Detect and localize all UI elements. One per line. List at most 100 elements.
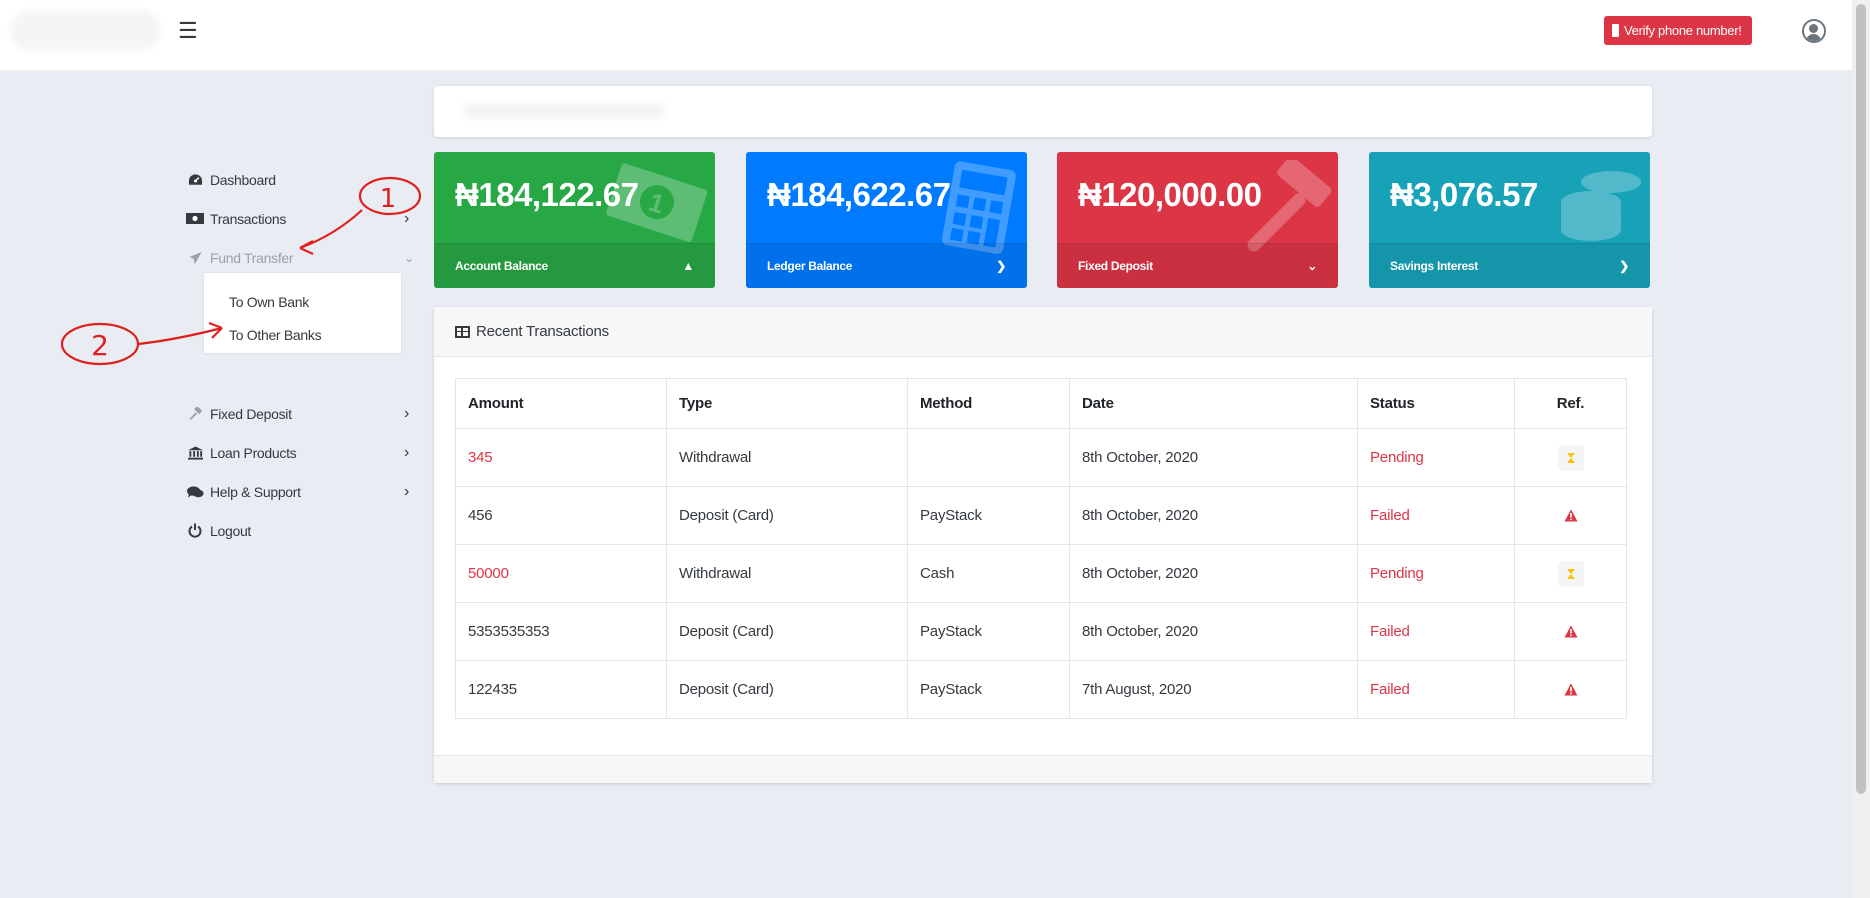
card-label: Account Balance [455,259,548,273]
savings-interest-card: ₦3,076.57 Savings Interest ❯ [1369,152,1650,288]
cell-method: PayStack [907,602,1070,661]
sidebar-item-logout[interactable]: Logout [184,511,424,550]
column-header-method[interactable]: Method [907,378,1070,429]
cell-ref [1514,428,1627,487]
warning-icon[interactable] [1557,502,1584,529]
page-scrollbar[interactable] [1852,0,1870,898]
scrollbar-thumb[interactable] [1856,4,1866,794]
breadcrumb-text [464,104,664,118]
comments-icon [184,485,206,499]
hourglass-icon[interactable] [1557,444,1584,471]
submenu-item-own-bank[interactable]: To Own Bank [229,293,309,310]
verify-phone-button[interactable]: Verify phone number! [1604,16,1752,45]
sidebar-item-dashboard[interactable]: Dashboard [184,160,424,199]
cell-ref [1514,602,1627,661]
fixed-deposit-footer[interactable]: Fixed Deposit ⌄ [1057,243,1338,288]
cell-date: 8th October, 2020 [1069,428,1358,487]
cell-method: Cash [907,544,1070,603]
top-navbar: ☰ Verify phone number! [0,0,1852,70]
cell-method: PayStack [907,660,1070,719]
hammer-icon [184,406,206,421]
sidebar-item-fund-transfer[interactable]: Fund Transfer ⌄ [184,238,424,277]
cell-type: Deposit (Card) [666,660,908,719]
chevron-down-icon: ⌄ [1307,259,1317,273]
coins-icon [1551,160,1646,260]
cell-ref [1514,660,1627,719]
table-row: 122435 Deposit (Card) PayStack 7th Augus… [455,660,1627,719]
ledger-balance-amount: ₦184,622.67 [767,176,951,213]
card-label: Fixed Deposit [1078,259,1153,273]
chevron-right-icon: › [404,404,410,422]
hourglass-icon[interactable] [1557,560,1584,587]
chevron-right-icon: ❯ [996,259,1006,273]
column-header-type[interactable]: Type [666,378,908,429]
logo[interactable] [10,10,160,50]
verify-phone-label: Verify phone number! [1624,23,1742,38]
table-header-row: Amount Type Method Date Status Ref. [455,378,1627,429]
sidebar: Dashboard Transactions › Fund Transfer ⌄… [184,160,424,550]
cell-ref [1514,544,1627,603]
cell-type: Withdrawal [666,428,908,487]
card-label: Savings Interest [1390,259,1478,273]
chevron-up-icon: ▲ [682,259,694,273]
chevron-right-icon: › [404,482,410,500]
fund-transfer-submenu: To Own Bank To Other Banks [203,272,402,354]
account-balance-card: 1 ₦184,122.67 Account Balance ▲ [434,152,715,288]
calculator-icon [933,160,1023,260]
warning-icon[interactable] [1557,618,1584,645]
hammer-icon [1234,156,1334,260]
submenu-item-other-banks[interactable]: To Other Banks [229,326,322,343]
cell-type: Deposit (Card) [666,602,908,661]
table-row: 456 Deposit (Card) PayStack 8th October,… [455,486,1627,545]
warning-icon[interactable] [1557,676,1584,703]
transactions-table: Amount Type Method Date Status Ref. 345 … [455,378,1627,719]
table-row: 50000 Withdrawal Cash 8th October, 2020 … [455,544,1627,603]
chevron-down-icon: ⌄ [404,250,414,265]
recent-transactions-title: Recent Transactions [476,323,609,340]
sidebar-item-label: Help & Support [210,483,301,500]
money-icon: 1 [601,160,711,255]
cell-type: Deposit (Card) [666,486,908,545]
column-header-status[interactable]: Status [1357,378,1515,429]
money-bill-icon [184,213,206,224]
cell-status: Failed [1357,602,1515,661]
table-row: 5353535353 Deposit (Card) PayStack 8th O… [455,602,1627,661]
sidebar-item-label: Dashboard [210,171,276,188]
account-balance-footer[interactable]: Account Balance ▲ [434,243,715,288]
paper-plane-icon [184,251,206,265]
fixed-deposit-card: ₦120,000.00 Fixed Deposit ⌄ [1057,152,1338,288]
ledger-balance-footer[interactable]: Ledger Balance ❯ [746,243,1027,288]
column-header-ref[interactable]: Ref. [1514,378,1627,429]
sidebar-item-transactions[interactable]: Transactions › [184,199,424,238]
cell-status: Pending [1357,544,1515,603]
tachometer-icon [184,173,206,187]
sidebar-item-label: Fixed Deposit [210,405,292,422]
sidebar-item-label: Transactions [210,210,287,227]
column-header-date[interactable]: Date [1069,378,1358,429]
cell-method: PayStack [907,486,1070,545]
savings-interest-amount: ₦3,076.57 [1390,176,1538,213]
bank-icon [184,445,206,460]
card-label: Ledger Balance [767,259,853,273]
cell-date: 7th August, 2020 [1069,660,1358,719]
cell-status: Pending [1357,428,1515,487]
recent-transactions-footer [434,755,1652,783]
mobile-phone-icon [1612,24,1619,37]
sidebar-item-help-support[interactable]: Help & Support › [184,472,424,511]
hamburger-icon[interactable]: ☰ [178,18,198,43]
sidebar-item-label: Fund Transfer [210,249,294,266]
account-balance-amount: ₦184,122.67 [455,176,639,213]
cell-date: 8th October, 2020 [1069,486,1358,545]
table-icon [455,325,470,338]
cell-amount: 50000 [455,544,667,603]
cell-date: 8th October, 2020 [1069,602,1358,661]
savings-interest-footer[interactable]: Savings Interest ❯ [1369,243,1650,288]
cell-amount: 5353535353 [455,602,667,661]
sidebar-item-fixed-deposit[interactable]: Fixed Deposit › [184,394,424,433]
user-circle-icon[interactable] [1802,19,1826,43]
sidebar-item-loan-products[interactable]: Loan Products › [184,433,424,472]
chevron-right-icon: › [404,209,410,227]
cell-type: Withdrawal [666,544,908,603]
column-header-amount[interactable]: Amount [455,378,667,429]
recent-transactions-header: Recent Transactions [434,307,1652,357]
